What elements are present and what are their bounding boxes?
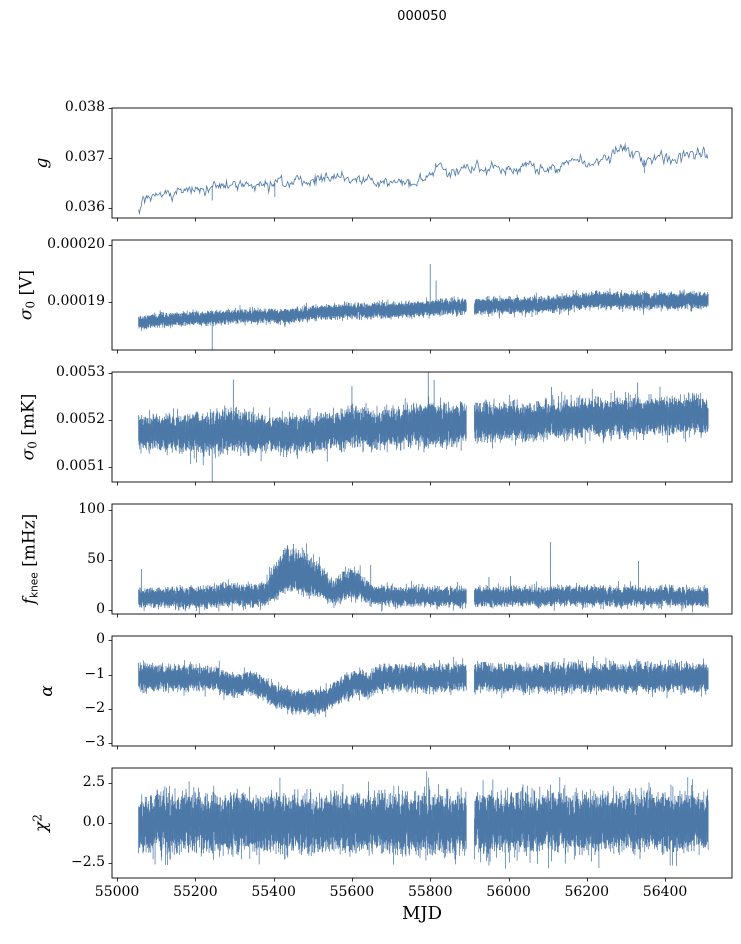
ytick-label: 0 [96,601,105,617]
xtick-label: 56200 [564,884,610,900]
y-axis-label-part: σ [16,308,37,321]
y-axis-label-part: g [32,157,52,169]
ytick-label: 2.5 [82,773,105,790]
ytick-label: 0.038 [64,99,105,115]
y-axis-label-part: [mHz] [19,513,40,573]
y-axis-label-part: χ [31,821,52,832]
x-axis-label: MJD [401,903,443,924]
ytick-label: −2 [84,699,105,716]
xtick-label: 55800 [407,884,453,900]
xtick-label: 55600 [329,884,375,900]
y-axis-label-chi2: χ2 [30,814,51,832]
ytick-label: 0.00019 [47,293,105,310]
y-axis-label-g: g [32,158,52,169]
y-axis-label-part: 0 [23,300,38,309]
xtick-label: 55200 [173,884,218,900]
y-axis-label-alpha: α [37,685,57,696]
ytick-label: 0.037 [64,149,105,165]
y-axis-label-part: [mK] [18,393,39,442]
y-axis-label-part: knee [28,572,41,599]
y-axis-label-part: [V] [16,269,37,301]
y-axis-label-part: σ [18,448,39,461]
ytick-label: 0.0051 [56,457,105,474]
ytick-label: −1 [84,665,105,682]
xtick-label: 55000 [94,884,140,900]
y-axis-label-f_knee_mHz: fknee [mHz] [20,514,41,605]
ytick-label: −3 [84,734,105,751]
ytick-label: 0.0053 [56,363,105,380]
xtick-label: 56400 [642,884,688,900]
ytick-label: 0 [96,631,105,648]
y-axis-label-part: α [37,685,57,697]
xtick-label: 55400 [251,884,296,900]
xtick-label: 56000 [486,884,531,900]
ytick-label: −2.5 [71,854,105,871]
ytick-label: 0.036 [64,199,105,215]
ytick-label: 0.0 [82,814,105,830]
ytick-label: 100 [78,501,105,517]
y-axis-label-part: 0 [25,441,40,449]
y-axis-label-sigma0_mK: σ0 [mK] [19,394,40,461]
y-axis-label-part: f [19,598,40,605]
ytick-label: 0.00020 [47,236,105,253]
y-axis-label-sigma0_V: σ0 [V] [17,270,38,320]
ytick-label: 0.0052 [56,410,105,427]
ytick-label: 50 [87,551,105,567]
y-axis-label-part: 2 [30,814,45,822]
